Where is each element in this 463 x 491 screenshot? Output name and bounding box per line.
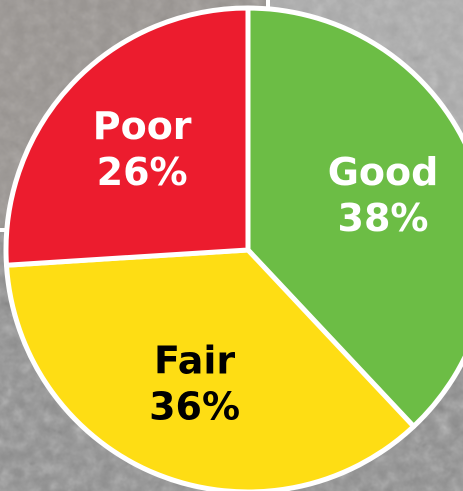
slice-value-label: 36% <box>149 385 240 429</box>
slice-value-label: 26% <box>97 150 188 194</box>
slice-label: Fair <box>154 339 235 383</box>
slice-label: Poor <box>93 104 192 148</box>
page: {"chart_data": {"type": "pie", "categori… <box>0 0 463 491</box>
slice-label: Good <box>328 150 439 194</box>
chart: Good38% Fair36% Poor26% <box>0 0 463 491</box>
slice-value-label: 38% <box>338 196 429 240</box>
